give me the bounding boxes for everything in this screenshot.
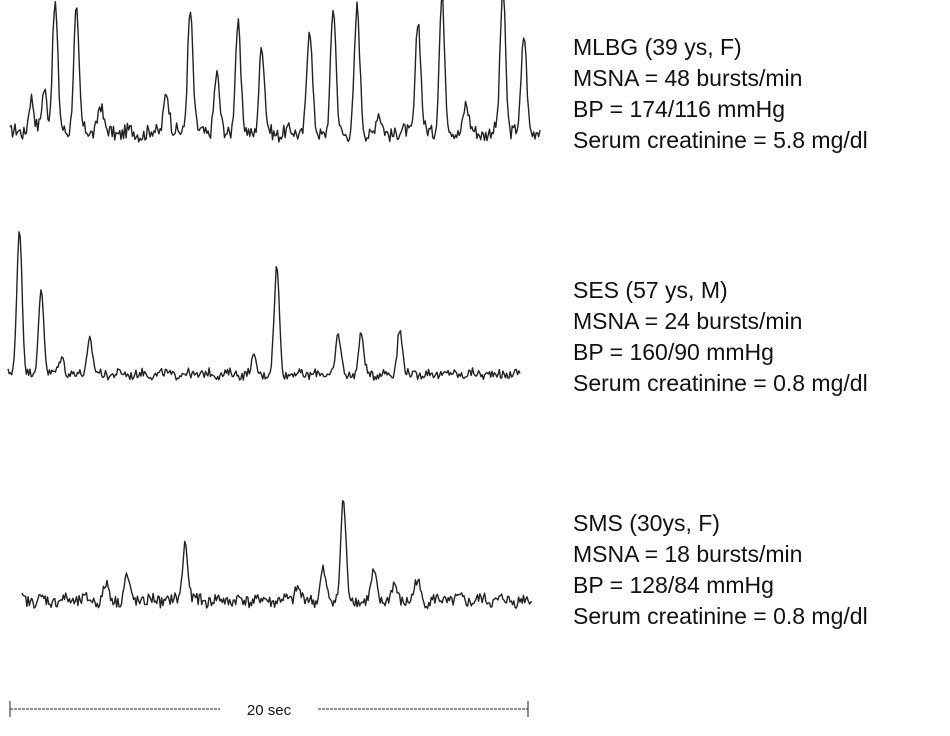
msna-value: MSNA = 48 bursts/min	[573, 65, 803, 91]
subject-label: MLBG (39 ys, F)	[573, 34, 742, 60]
creatinine-value: Serum creatinine = 5.8 mg/dl	[573, 127, 868, 153]
bp-value: BP = 174/116 mmHg	[573, 96, 786, 122]
bp-value: BP = 128/84 mmHg	[573, 572, 774, 598]
subject-label: SMS (30ys, F)	[573, 510, 720, 536]
bp-value: BP = 160/90 mmHg	[573, 339, 774, 365]
msna-value: MSNA = 18 bursts/min	[573, 541, 803, 567]
msna-trace-2	[7, 231, 521, 381]
creatinine-value: Serum creatinine = 0.8 mg/dl	[573, 370, 868, 396]
subject-label: SES (57 ys, M)	[573, 277, 728, 303]
msna-trace-1	[9, 0, 541, 143]
subject-info-sms: SMS (30ys, F) MSNA = 18 bursts/min BP = …	[573, 508, 945, 632]
creatinine-value: Serum creatinine = 0.8 mg/dl	[573, 603, 868, 629]
subject-info-mlbg: MLBG (39 ys, F) MSNA = 48 bursts/min BP …	[573, 32, 945, 156]
msna-value: MSNA = 24 bursts/min	[573, 308, 803, 334]
msna-trace-3	[21, 500, 533, 610]
scale-bar-label: 20 sec	[247, 702, 292, 719]
time-scale-bar: 20 sec	[9, 701, 529, 719]
subject-info-ses: SES (57 ys, M) MSNA = 24 bursts/min BP =…	[573, 275, 945, 399]
